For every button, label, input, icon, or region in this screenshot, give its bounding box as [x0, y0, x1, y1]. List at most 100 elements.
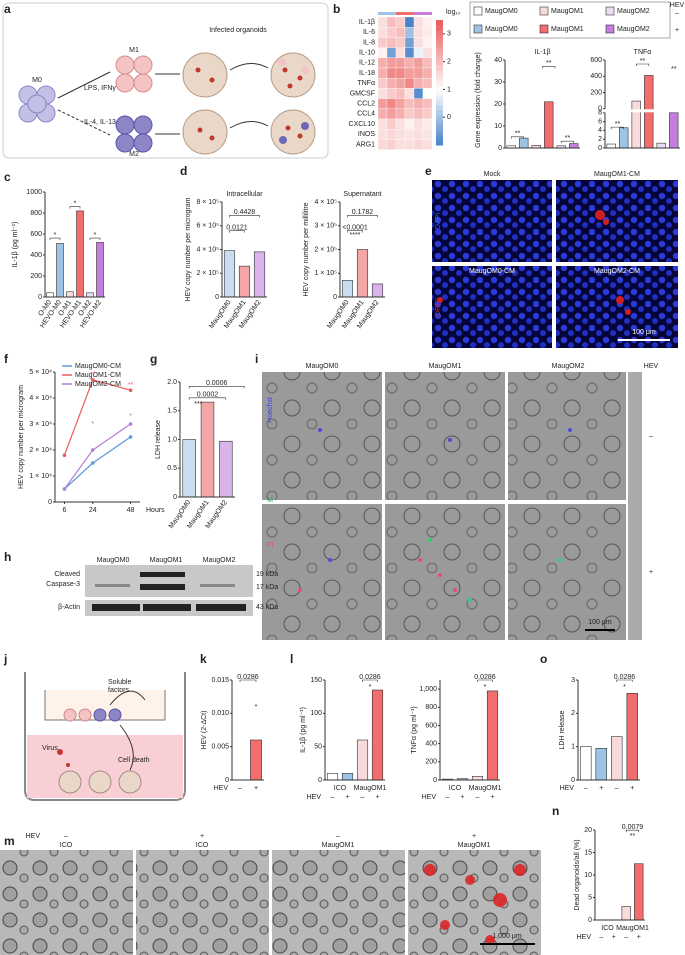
hev-sign: –	[599, 934, 603, 941]
panel-letter: j	[3, 652, 7, 666]
heatmap-cell	[386, 16, 397, 28]
significance: *	[369, 684, 372, 691]
hev-label: HEV	[644, 363, 659, 370]
heatmap-cell	[413, 98, 424, 109]
y-tick-label: 20	[494, 101, 502, 108]
significance: 0.1782	[352, 209, 374, 216]
significance: **	[128, 382, 134, 389]
heatmap-cell	[386, 57, 397, 69]
series-point	[90, 448, 95, 452]
heatmap-cell	[386, 108, 397, 120]
y-tick-label: 0	[571, 777, 575, 784]
hev-sign: –	[649, 433, 653, 440]
bar	[656, 142, 666, 149]
y-axis-label: IL-1β (pg ml⁻¹)	[12, 222, 19, 268]
y-tick-label: 8 × 10⁵	[196, 199, 219, 206]
hev-sign: +	[460, 794, 464, 801]
bar	[238, 265, 251, 298]
significance: ****	[350, 232, 361, 239]
hev-sign: –	[446, 794, 450, 801]
bar	[341, 280, 354, 298]
row-label: IL-18	[359, 70, 375, 77]
significance: **	[90, 371, 96, 378]
colorbar-step	[436, 55, 443, 61]
heatmap-cell	[413, 78, 424, 89]
significance: **	[630, 833, 636, 840]
heatmap-cell	[413, 129, 424, 140]
group-label: MaugOM1	[322, 842, 355, 849]
blot-row: Caspase-3	[46, 581, 80, 588]
legend-swatch	[605, 24, 615, 34]
bar	[606, 143, 616, 149]
image-column: MaugOM2	[552, 363, 585, 370]
y-tick-label: 0	[318, 777, 322, 784]
bar	[86, 292, 94, 298]
y-tick-label: 200	[590, 89, 602, 96]
heatmap-cell	[386, 78, 397, 89]
hev-sign: –	[361, 794, 365, 801]
blot-size: 43 kDa	[256, 604, 278, 611]
heatmap-cell	[395, 27, 406, 38]
y-tick-label: 600	[30, 231, 42, 238]
y-tick-label: 30	[494, 79, 502, 86]
legend-label: MaugOM0	[485, 8, 518, 15]
sig-bracket	[89, 237, 101, 241]
column-color-strip	[423, 12, 432, 15]
image-label: MaugOM2-CM	[594, 268, 640, 275]
y-tick-label: 200	[425, 759, 437, 766]
bar	[250, 739, 262, 781]
image-column: MaugOM0	[306, 363, 339, 370]
y-tick-label: 15	[584, 849, 592, 856]
heatmap-cell	[404, 108, 415, 120]
axis-break	[602, 109, 680, 113]
bar	[619, 127, 629, 149]
heatmap-cell	[377, 129, 388, 140]
diagram-label: Cell death	[118, 757, 150, 764]
y-tick-label: 400	[425, 740, 437, 747]
heatmap-cell	[386, 98, 397, 109]
y-tick-label: 800	[30, 210, 42, 217]
sig-bracket	[229, 215, 260, 218]
chart-title: TNFα	[634, 49, 652, 56]
heatmap-cell	[377, 139, 388, 150]
heatmap-cell	[404, 139, 415, 150]
blot-row: β-Actin	[58, 604, 80, 611]
y-axis-label: LDH release	[559, 710, 566, 749]
legend-swatch	[473, 6, 483, 16]
row-label: IL-1β	[359, 19, 375, 26]
bar	[326, 773, 339, 781]
heatmap-cell	[422, 129, 433, 140]
hev-sign: –	[238, 785, 242, 792]
stimulus: LPS, IFNγ	[84, 85, 116, 92]
colorbar-step	[436, 80, 443, 86]
sig-bracket	[69, 206, 81, 209]
y-tick-label: 400	[30, 252, 42, 259]
hev-sign: +	[612, 934, 616, 941]
hev-sign: +	[254, 785, 258, 792]
heatmap-cell	[413, 47, 424, 58]
heatmap-cell	[377, 67, 388, 79]
heatmap-cell	[422, 88, 433, 99]
significance: 0.0121	[226, 224, 248, 231]
sig-bracket	[610, 126, 625, 130]
significance: *	[255, 704, 258, 711]
heatmap-cell	[404, 67, 415, 79]
column-color-strip	[414, 12, 423, 15]
hev-sign: +	[200, 833, 204, 840]
y-tick-label: 0.5	[167, 465, 177, 472]
colorbar-step	[436, 25, 443, 31]
hev-label: HEV	[422, 794, 437, 801]
heatmap-cell	[395, 16, 406, 28]
blot-column: MaugOM2	[203, 557, 236, 564]
heatmap-cell	[386, 47, 397, 58]
colorbar-step	[436, 75, 443, 81]
panel-letter: n	[552, 804, 559, 818]
colorbar-step	[436, 125, 443, 131]
bar	[669, 112, 679, 149]
colorbar-step	[436, 40, 443, 46]
series-point	[128, 422, 133, 426]
legend-swatch	[539, 6, 549, 16]
bar	[519, 137, 529, 149]
colorbar-step	[436, 115, 443, 121]
legend-box	[469, 1, 671, 39]
